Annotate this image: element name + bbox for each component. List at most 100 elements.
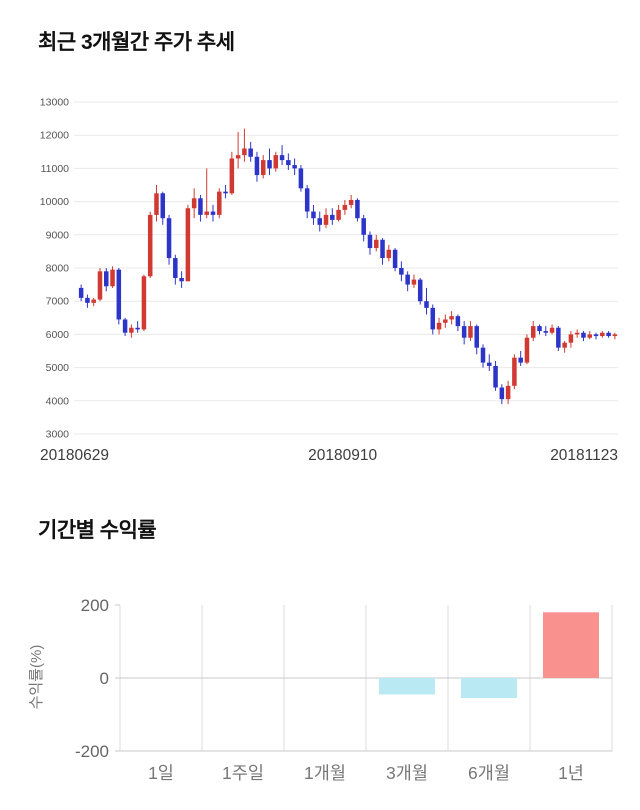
candle-body [480, 347, 486, 363]
candle-body [330, 214, 335, 220]
candle-body [424, 301, 429, 308]
candle-body [568, 334, 574, 343]
candle-body [78, 287, 84, 298]
candle-body [298, 168, 304, 189]
candle-body [173, 258, 178, 278]
candle-body [361, 218, 366, 235]
x-date-label: 20180910 [308, 447, 377, 464]
candle-body [537, 326, 542, 332]
x-date-label: 20181123 [550, 447, 618, 464]
candle-body [267, 160, 272, 169]
x-category-label: 1주일 [222, 763, 264, 783]
candle-body [380, 239, 385, 259]
x-category-label: 1개월 [304, 763, 346, 783]
candle-body [443, 319, 448, 323]
y-tick-label: -200 [75, 742, 109, 761]
y-tick-label: 8000 [46, 263, 70, 275]
candle-body [505, 385, 511, 400]
candle-body [304, 188, 310, 212]
x-date-label: 20180629 [40, 447, 109, 464]
y-tick-label: 5000 [46, 362, 70, 374]
candle-body [191, 198, 197, 209]
y-tick-label: 12000 [40, 130, 69, 142]
candle-body [587, 334, 593, 338]
y-tick-label: 3000 [46, 429, 70, 441]
candle-body [373, 239, 379, 249]
candle-body [116, 269, 122, 320]
candle-body [574, 332, 580, 335]
candle-body [600, 332, 605, 337]
candle-body [449, 316, 454, 320]
candle-body [399, 268, 404, 275]
candle-body [342, 204, 348, 210]
candle-body [103, 271, 109, 287]
candle-body [411, 279, 417, 285]
candle-body [562, 342, 567, 348]
candle-body [436, 322, 442, 330]
candle-body [273, 155, 279, 169]
candle-body [279, 155, 285, 161]
candlestick-chart: 13000 12000 11000 10000 9000 8000 7000 6000 5000… [40, 97, 618, 464]
candle-body [367, 234, 373, 249]
candle-body [474, 326, 479, 348]
returns-chart-title: 기간별 수익률 [38, 519, 157, 542]
candle-body [323, 214, 329, 225]
candle-body [493, 365, 498, 388]
candle-body [311, 211, 316, 219]
x-category-label: 1일 [148, 763, 174, 783]
candle-body [91, 299, 96, 303]
x-category-label: 1년 [558, 763, 584, 783]
return-bar [461, 678, 517, 699]
candle-body [223, 191, 228, 194]
candle-body [461, 326, 467, 338]
candle-body [166, 218, 172, 259]
candle-body [122, 319, 128, 333]
candle-body [392, 249, 398, 268]
candle-body [612, 334, 618, 337]
candle-body [606, 332, 611, 337]
candle-body [260, 160, 266, 176]
candle-body [210, 211, 216, 215]
candle-body [248, 148, 253, 157]
candle-body [97, 271, 103, 300]
candle-body [417, 279, 423, 302]
y-tick-label: 7000 [46, 296, 70, 308]
candle-body [386, 249, 392, 259]
candle-body [154, 193, 159, 215]
x-category-label: 6개월 [468, 763, 510, 783]
candle-body [355, 199, 360, 219]
candle-body [286, 160, 291, 166]
candle-body [499, 387, 505, 400]
candle-body [235, 155, 241, 159]
candle-body [405, 274, 410, 285]
candle-body [147, 214, 153, 277]
candle-body [549, 327, 555, 333]
candle-body [229, 158, 235, 194]
candle-body [317, 218, 323, 225]
y-tick-label: 4000 [46, 395, 70, 407]
x-category-label: 3개월 [386, 763, 428, 783]
candle-body [160, 193, 166, 219]
candle-body [581, 332, 586, 338]
y-tick-label: 9000 [46, 229, 70, 241]
candle-body [204, 211, 209, 215]
candle-body [179, 277, 184, 282]
y-tick-label: 13000 [40, 97, 69, 109]
candle-body [292, 165, 297, 169]
candle-body [198, 198, 203, 215]
y-tick-label: 10000 [40, 196, 69, 208]
candle-body [254, 156, 260, 176]
y-tick-label: 200 [81, 596, 109, 615]
candle-body [487, 362, 492, 366]
candle-body [85, 297, 90, 303]
candle-body [518, 357, 523, 363]
candle-body [141, 276, 147, 330]
candle-body [185, 208, 191, 282]
y-tick-label: 0 [100, 669, 109, 688]
candle-body [455, 316, 461, 327]
candle-body [430, 307, 436, 330]
candle-body [129, 327, 134, 333]
candle-body [135, 327, 140, 330]
candle-body [336, 209, 341, 220]
candle-body [468, 326, 473, 338]
